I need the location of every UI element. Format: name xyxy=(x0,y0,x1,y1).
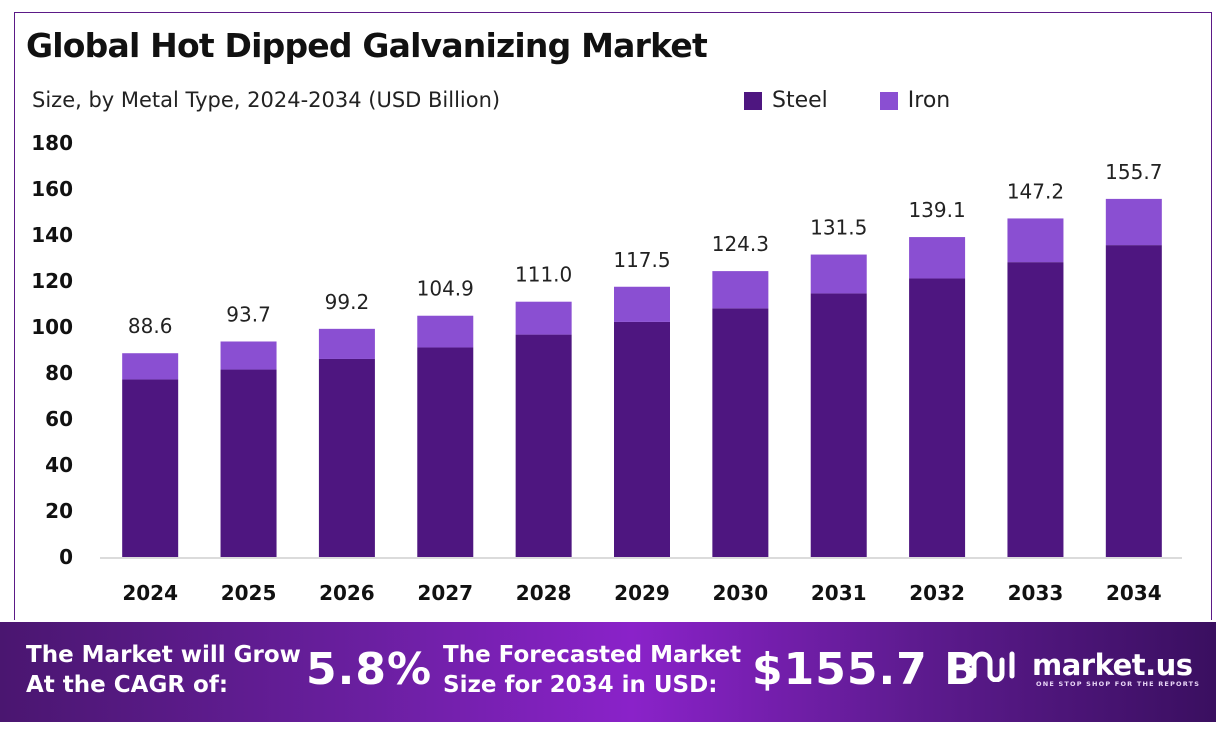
cagr-label: The Market will Grow At the CAGR of: xyxy=(26,640,301,700)
brand-tagline: ONE STOP SHOP FOR THE REPORTS xyxy=(1036,680,1201,688)
legend-label-steel: Steel xyxy=(772,88,828,113)
bar-iron-2034 xyxy=(1105,198,1162,246)
data-label-total: 88.6 xyxy=(128,314,173,338)
x-tick-label: 2034 xyxy=(1106,581,1162,605)
legend-item-iron: Iron xyxy=(879,88,951,113)
bar-steel-2033 xyxy=(1007,262,1064,557)
forecast-value: $155.7 B xyxy=(752,644,979,695)
bar-steel-2030 xyxy=(712,308,769,557)
x-tick-label: 2030 xyxy=(713,581,769,605)
legend-item-steel: Steel xyxy=(744,88,828,113)
bar-steel-2024 xyxy=(122,379,179,557)
bar-steel-2034 xyxy=(1105,245,1162,557)
bar-iron-2025 xyxy=(220,341,277,370)
bar-iron-2033 xyxy=(1007,218,1064,263)
cagr-label-line2: At the CAGR of: xyxy=(26,672,229,698)
x-tick-label: 2033 xyxy=(1008,581,1064,605)
data-label-total: 147.2 xyxy=(1007,179,1064,203)
bar-steel-2029 xyxy=(614,321,670,557)
data-label-total: 111.0 xyxy=(515,263,572,287)
x-tick-label: 2031 xyxy=(811,581,867,605)
data-label-total: 93.7 xyxy=(226,302,271,326)
data-label-total: 124.3 xyxy=(712,232,769,256)
x-tick-label: 2032 xyxy=(909,581,965,605)
bar-steel-2027 xyxy=(417,347,474,557)
y-tick-label: 100 xyxy=(31,315,73,339)
x-tick-label: 2027 xyxy=(417,581,473,605)
data-label-total: 99.2 xyxy=(325,290,370,314)
bar-steel-2026 xyxy=(318,358,375,557)
forecast-label-line2: Size for 2034 in USD: xyxy=(443,672,718,698)
y-tick-label: 180 xyxy=(31,131,73,155)
y-tick-label: 80 xyxy=(45,361,73,385)
x-tick-label: 2025 xyxy=(221,581,277,605)
bar-chart: 0 20 40 60 80 100 120 140 160 180 88.6 2024 93.7 2025… xyxy=(31,131,1182,605)
y-tick-label: 40 xyxy=(45,453,73,477)
bar-steel-2032 xyxy=(909,278,966,557)
bar-iron-2028 xyxy=(515,301,572,335)
bar-steel-2028 xyxy=(515,334,572,557)
data-label-total: 155.7 xyxy=(1105,160,1162,184)
legend-swatch-iron xyxy=(879,91,898,110)
y-tick-label: 20 xyxy=(45,499,73,523)
chart-frame xyxy=(14,12,1212,620)
legend-label-iron: Iron xyxy=(907,88,951,113)
data-label-total: 131.5 xyxy=(810,216,867,240)
bar-iron-2027 xyxy=(417,315,474,348)
x-tick-label: 2028 xyxy=(516,581,572,605)
bar-iron-2031 xyxy=(810,254,867,294)
y-tick-label: 60 xyxy=(45,407,73,431)
data-label-total: 104.9 xyxy=(417,277,474,301)
forecast-label-line1: The Forecasted Market xyxy=(443,642,742,668)
chart-subtitle: Size, by Metal Type, 2024-2034 (USD Bill… xyxy=(32,88,501,112)
data-label-total: 117.5 xyxy=(613,248,670,272)
legend-swatch-steel xyxy=(744,91,762,110)
brand-name: market.us xyxy=(1032,648,1193,682)
market-us-logo-icon xyxy=(971,651,1015,682)
x-tick-label: 2029 xyxy=(614,581,670,605)
brand: market.us xyxy=(970,648,1193,682)
bar-iron-2029 xyxy=(614,286,670,322)
y-tick-label: 120 xyxy=(31,269,73,293)
data-label-total: 139.1 xyxy=(908,198,965,222)
bar-steel-2031 xyxy=(810,293,867,557)
bar-iron-2026 xyxy=(318,328,375,359)
y-tick-label: 0 xyxy=(59,545,73,569)
chart-title: Global Hot Dipped Galvanizing Market xyxy=(26,26,708,65)
bar-iron-2030 xyxy=(712,271,769,309)
y-tick-label: 140 xyxy=(31,223,73,247)
bar-iron-2024 xyxy=(122,353,179,380)
x-tick-label: 2026 xyxy=(319,581,375,605)
y-tick-label: 160 xyxy=(31,177,73,201)
bar-iron-2032 xyxy=(909,237,966,279)
bar-steel-2025 xyxy=(220,369,277,557)
cagr-label-line1: The Market will Grow xyxy=(26,642,301,668)
cagr-value: 5.8% xyxy=(306,644,433,695)
forecast-label: The Forecasted Market Size for 2034 in U… xyxy=(443,640,741,700)
x-tick-label: 2024 xyxy=(122,581,178,605)
legend: Steel Iron xyxy=(744,88,950,113)
